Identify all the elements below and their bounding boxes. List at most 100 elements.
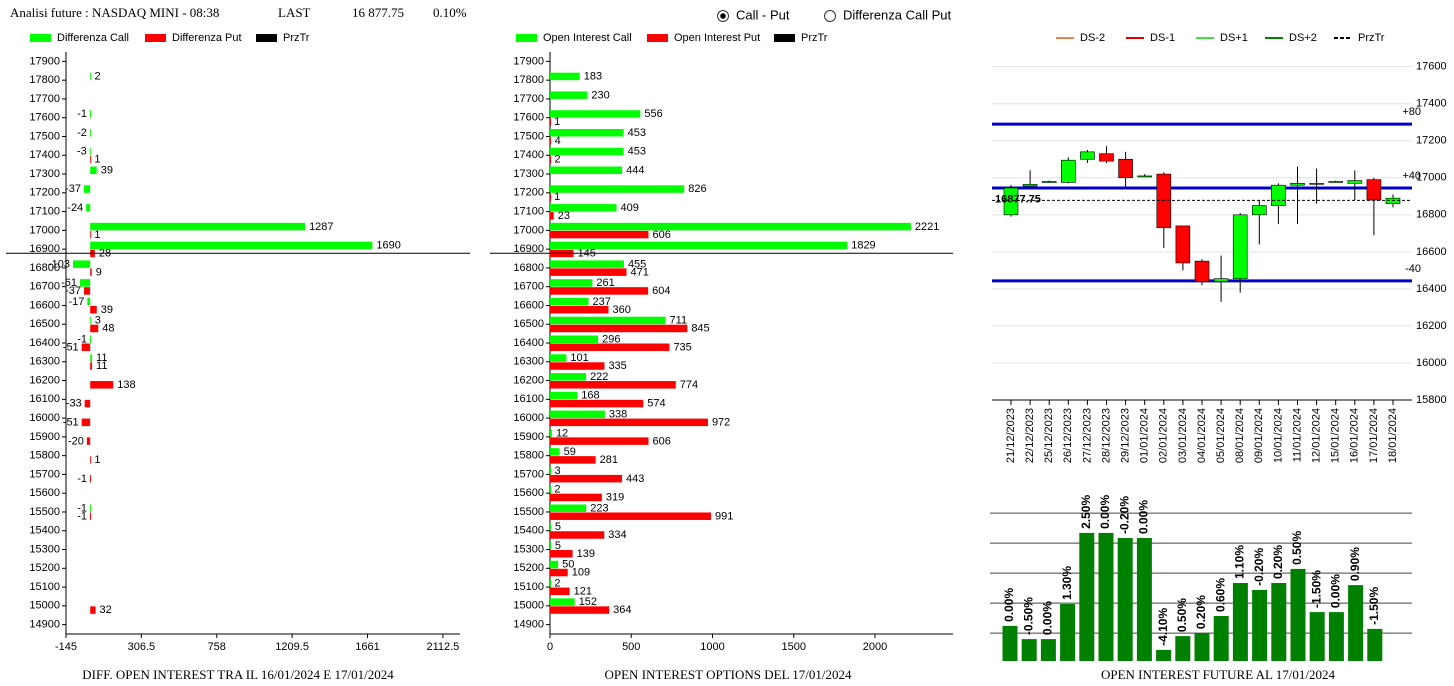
data-label: 319 [606,492,624,504]
data-label: 606 [652,229,670,241]
y-tick-label: 17300 [513,168,544,180]
bar [90,324,99,333]
data-label: 59 [564,446,576,458]
data-label: 826 [688,183,706,195]
bar-annotation: -1.50% [1367,587,1381,625]
x-tick-label: 2000 [863,641,887,653]
x-tick-label: 17/01/2024 [1368,408,1380,463]
legend-swatch [774,34,795,42]
bar [550,418,708,427]
radio-label[interactable]: Differenza Call Put [843,7,952,22]
x-tick-label: 09/01/2024 [1253,408,1265,463]
bar [550,550,573,558]
data-label: 139 [577,548,595,560]
bar-annotation: -0.20% [1252,548,1266,586]
bar [550,324,688,333]
y-tick-label: 16700 [29,281,60,293]
radio-dot [720,13,726,19]
data-label: 1 [94,229,100,241]
data-label: 101 [570,352,588,364]
x-tick-label: 0 [547,641,553,653]
y-tick-label: 17700 [513,93,544,105]
change: 0.10% [433,5,467,20]
radio-button[interactable] [824,10,836,22]
bar [550,343,670,351]
bar [90,606,96,614]
bar [90,474,92,483]
bar [81,418,91,427]
data-label: 121 [574,585,592,597]
bar [550,155,551,164]
x-tick-label: 11/01/2024 [1291,408,1303,462]
bar [1367,628,1383,661]
data-label: 12 [556,427,568,439]
bar [550,429,552,437]
x-tick-label: 1661 [355,641,379,653]
bar [550,485,551,494]
bar [550,391,578,400]
x-tick-label: 04/01/2024 [1196,408,1208,463]
radio-label[interactable]: Call - Put [736,7,790,22]
candle-body [1118,158,1133,179]
y-tick-label: 17800 [29,74,60,86]
y-tick-label: 15700 [513,468,544,480]
bar-annotation: 0.00% [1041,601,1055,635]
data-label: 3 [554,465,560,477]
bar [1156,649,1172,661]
data-label: 711 [670,315,688,327]
x-tick-label: 1000 [700,641,724,653]
bar [1136,538,1152,661]
legend-label: Differenza Put [172,32,242,44]
y-tick-label: 15400 [513,525,544,537]
x-tick-label: 10/01/2024 [1272,408,1284,463]
y-tick-label: 17300 [29,168,60,180]
bar [550,316,666,325]
y-tick-label: 17800 [513,74,544,86]
data-label: 50 [562,559,574,571]
bar-annotation: 0.20% [1271,545,1285,579]
y-tick-label: 16500 [513,318,544,330]
data-label: 48 [102,323,114,335]
legend-label: DS+2 [1289,32,1317,44]
data-label: 2 [95,71,101,83]
bar [90,110,92,118]
y-tick-label: 16400 [513,337,544,349]
y-tick-label: 15700 [29,468,60,480]
bar [550,241,848,250]
bar-annotation: 0.00% [1098,495,1112,529]
data-label: 774 [680,379,698,391]
data-label: 9 [96,266,102,278]
data-label: 23 [558,210,570,222]
data-label: 845 [691,323,709,335]
bar [1290,568,1306,661]
bar [550,305,609,314]
data-label: 11 [96,352,107,364]
legend-label: PrzTr [1358,32,1385,44]
candle-body [1003,187,1019,216]
y-tick-label: 17000 [1416,172,1447,184]
bar [550,456,596,464]
y-tick-label: 16700 [513,281,544,293]
data-label: 338 [609,409,627,421]
bar [550,579,551,588]
bar [550,542,551,550]
data-label: 972 [712,417,730,429]
bar [550,287,649,295]
data-label: 2 [554,577,560,589]
data-label: 39 [101,304,113,316]
y-tick-label: 16100 [513,393,544,405]
x-tick-label: 306.5 [128,641,156,653]
y-tick-label: 17400 [29,149,60,161]
bar-annotation: 1.30% [1060,566,1074,600]
bar [1252,589,1268,661]
y-tick-label: 17600 [1416,61,1447,73]
bar [90,72,92,81]
candle-body [1385,197,1401,205]
bar [1002,625,1018,661]
bar [1098,532,1114,661]
bar [550,91,588,99]
y-tick-label: 16200 [1416,320,1447,332]
data-label: 1690 [376,240,400,252]
data-label: 4 [555,135,561,147]
data-label: 223 [590,502,608,514]
